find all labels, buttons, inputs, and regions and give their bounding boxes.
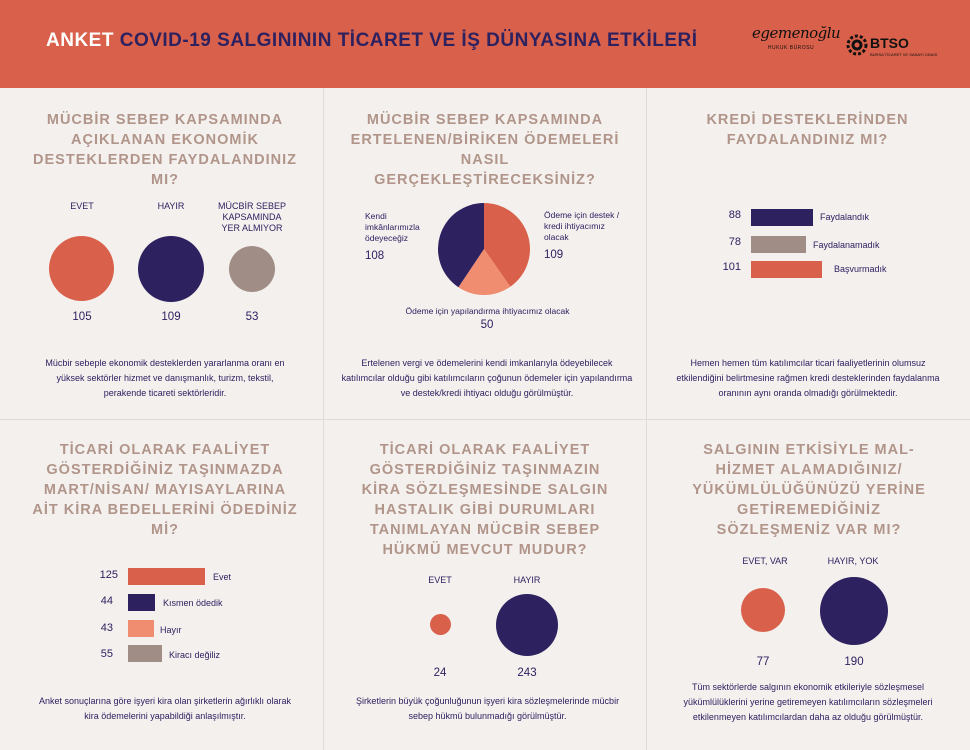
panel3-value-2: 101 bbox=[722, 261, 741, 273]
panel2-value-yapilandirma: 50 bbox=[480, 319, 494, 331]
panel2-value-destek: 109 bbox=[544, 249, 564, 261]
egemenoglu-logo: egemenoğlu HUKUK BÜROSU bbox=[752, 24, 841, 68]
panel1-description: Mücbir sebeple ekonomik desteklerden yar… bbox=[45, 358, 285, 398]
panel3-value-1: 78 bbox=[728, 236, 741, 248]
panel1-bubble-hayir bbox=[138, 236, 204, 302]
panel2-label-yapilandirma: Ödeme için yapılandırma ihtiyacımız olac… bbox=[405, 306, 570, 316]
panel3-value-0: 88 bbox=[728, 209, 741, 221]
panel6-description: Tüm sektörlerde salgının ekonomik etkile… bbox=[683, 682, 933, 722]
panel2-value-kendi: 108 bbox=[365, 250, 385, 262]
panel3-bar-2 bbox=[751, 261, 822, 278]
pie-slice-destek bbox=[484, 203, 530, 287]
panel4-title: TİCARİ OLARAK FAALİYET GÖSTERDİĞİNİZ TAŞ… bbox=[32, 442, 298, 538]
panel5-label-hayir: HAYIR bbox=[513, 575, 541, 585]
panel6-label-evet: EVET, VAR bbox=[742, 556, 788, 566]
divider-h bbox=[0, 419, 970, 420]
panel4-bar-1 bbox=[128, 594, 155, 611]
panel5-value-hayir: 243 bbox=[517, 667, 537, 679]
panel1-title: MÜCBİR SEBEP KAPSAMINDA AÇIKLANAN EKONOM… bbox=[33, 112, 297, 188]
panel4-value-0: 125 bbox=[99, 569, 118, 581]
panel4-label-1: Kısmen ödedik bbox=[163, 598, 223, 608]
panel1-value-hayir: 109 bbox=[161, 311, 181, 323]
pie-slice-kendi bbox=[438, 203, 484, 288]
panel3-label-0: Faydalandık bbox=[820, 212, 870, 222]
btso-logo: BTSO BURSA TİCARET VE SANAYİ ODASI bbox=[846, 34, 937, 60]
panel5-bubble-evet bbox=[430, 614, 451, 635]
pie-slice-yapilandirma bbox=[458, 249, 511, 295]
title-main: COVID-19 SALGINININ TİCARET VE İŞ DÜNYAS… bbox=[119, 30, 698, 51]
panel3-bar-0 bbox=[751, 209, 813, 226]
panel1-value-kapsam: 53 bbox=[245, 311, 259, 323]
panel3-description: Hemen hemen tüm katılımcılar ticari faal… bbox=[676, 358, 940, 398]
page-title: ANKET COVID-19 SALGINININ TİCARET VE İŞ … bbox=[46, 30, 698, 52]
title-anket: ANKET bbox=[46, 30, 114, 51]
panel4-label-0: Evet bbox=[213, 572, 232, 582]
panel4-value-2: 43 bbox=[100, 622, 113, 634]
panel5-bubble-hayir bbox=[496, 594, 558, 656]
panel1-value-evet: 105 bbox=[72, 311, 92, 323]
panel2-title: MÜCBİR SEBEP KAPSAMINDA ERTELENEN/BİRİKE… bbox=[350, 112, 620, 188]
panel6-bubble-evet bbox=[741, 588, 785, 632]
panel6-value-evet: 77 bbox=[756, 656, 770, 668]
panel4-value-3: 55 bbox=[100, 648, 113, 660]
panel1-bubble-kapsam bbox=[229, 246, 275, 292]
panel2-description: Ertelenen vergi ve ödemelerini kendi imk… bbox=[341, 358, 633, 398]
panel4-description: Anket sonuçlarına göre işyeri kira olan … bbox=[38, 696, 292, 721]
panel6-bubble-hayir bbox=[820, 577, 888, 645]
panel4-bar-3 bbox=[128, 645, 162, 662]
panel4-bar-0 bbox=[128, 568, 205, 585]
egemenoglu-logo-text: egemenoğlu bbox=[752, 24, 841, 42]
panel4-bar-2 bbox=[128, 620, 154, 637]
panel6-value-hayir: 190 bbox=[844, 656, 864, 668]
gear-icon bbox=[846, 34, 868, 56]
panel3-label-2: Başvurmadık bbox=[834, 264, 887, 274]
header-banner: ANKET COVID-19 SALGINININ TİCARET VE İŞ … bbox=[0, 0, 970, 88]
panel2-label-destek: Ödeme için destek / kredi ihtiyacımız ol… bbox=[544, 210, 620, 242]
panel6-label-hayir: HAYIR, YOK bbox=[827, 556, 879, 566]
panel6-title: SALGININ ETKİSİYLE MAL- HİZMET ALAMADIĞI… bbox=[692, 442, 926, 538]
panel3-title: KREDİ DESTEKLERİNDEN FAYDALANDINIZ MI? bbox=[706, 112, 909, 148]
panel5-value-evet: 24 bbox=[433, 667, 447, 679]
btso-logo-text: BTSO bbox=[870, 35, 909, 51]
panel5-label-evet: EVET bbox=[428, 575, 452, 585]
panel1-label-kapsam: MÜCBİR SEBEP KAPSAMINDA YER ALMIYOR bbox=[217, 201, 286, 233]
panel1-bubble-evet bbox=[49, 236, 114, 301]
egemenoglu-logo-sub: HUKUK BÜROSU bbox=[767, 45, 815, 51]
panel1-label-hayir: HAYIR bbox=[157, 201, 185, 211]
panel2-label-kendi: Kendi imkânlarımızla ödeyeceğiz bbox=[365, 211, 420, 243]
btso-logo-sub: BURSA TİCARET VE SANAYİ ODASI bbox=[870, 52, 938, 57]
panel1-label-evet: EVET bbox=[70, 201, 94, 211]
panel2-pie-chart bbox=[438, 203, 530, 295]
panel4-label-2: Hayır bbox=[160, 625, 182, 635]
panel3-bar-1 bbox=[751, 236, 806, 253]
panel4-value-1: 44 bbox=[100, 595, 113, 607]
panel3-label-1: Faydalanamadık bbox=[813, 240, 880, 250]
panel4-label-3: Kiracı değiliz bbox=[169, 650, 221, 660]
panel5-title: TİCARİ OLARAK FAALİYET GÖSTERDİĞİNİZ TAŞ… bbox=[361, 442, 609, 558]
panel5-description: Şirketlerin büyük çoğunluğunun işyeri ki… bbox=[355, 696, 620, 721]
